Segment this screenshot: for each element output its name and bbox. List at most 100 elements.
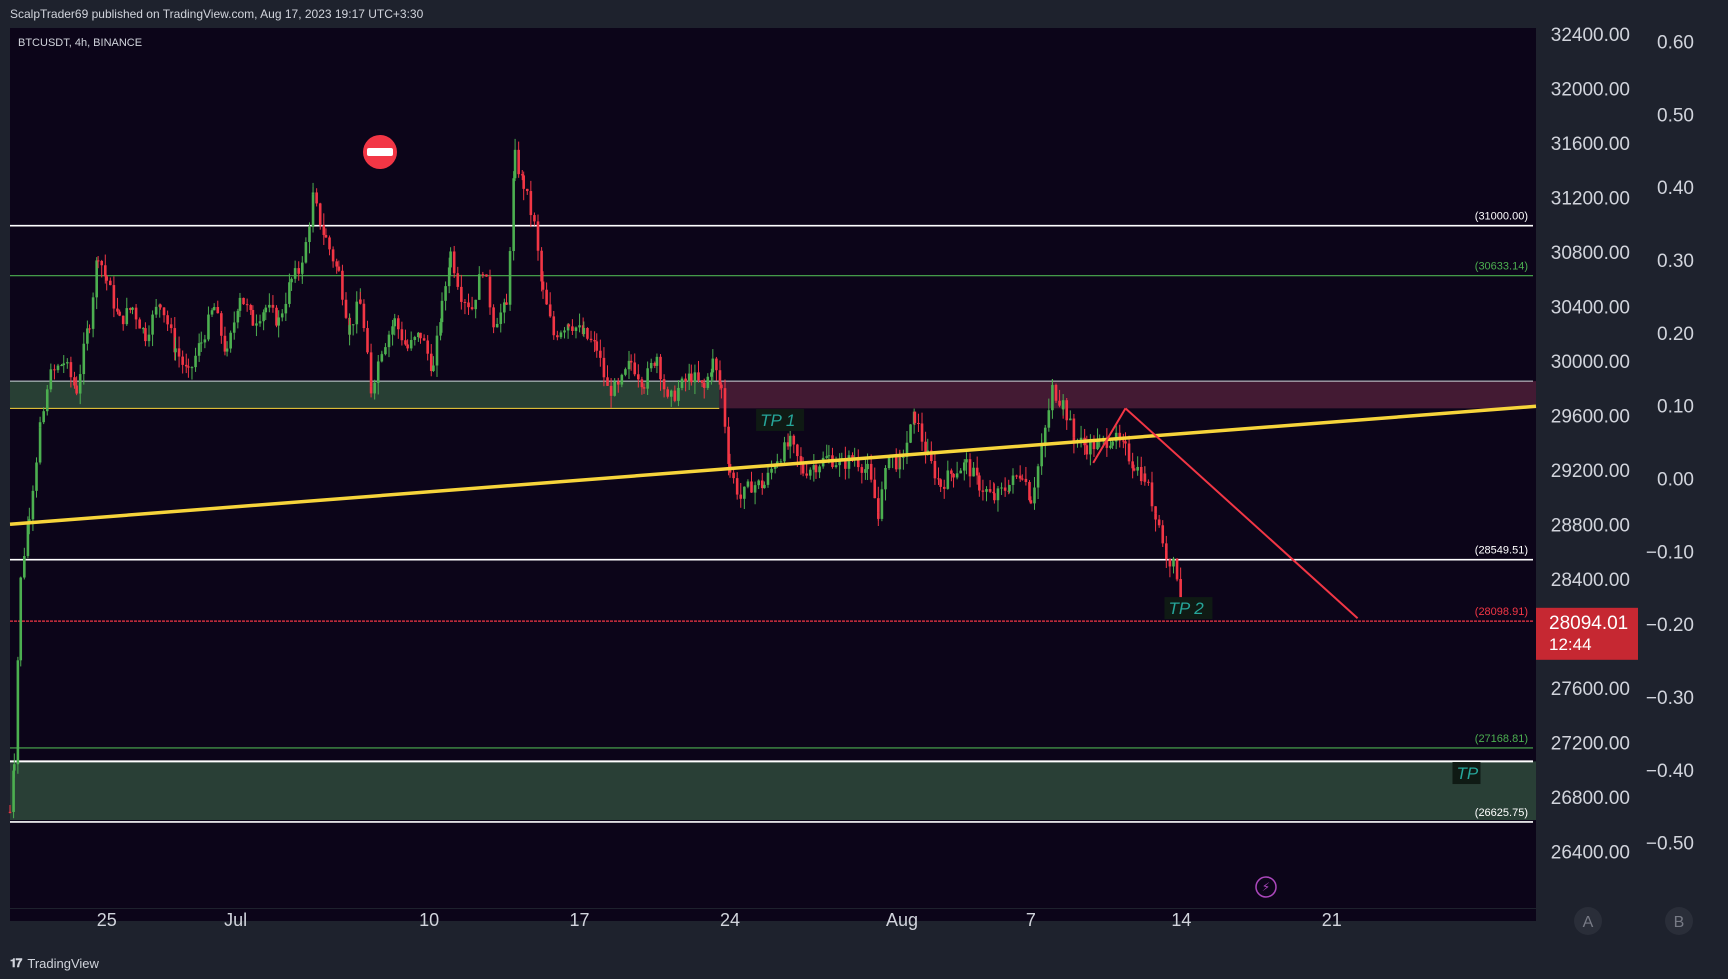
candle-body [477, 274, 481, 300]
candle-body [131, 307, 134, 310]
candle-body [467, 302, 470, 308]
candle-body [505, 302, 508, 305]
candle-body [629, 360, 633, 363]
candle-body [869, 463, 873, 480]
candle-body [525, 188, 529, 192]
candle-body [566, 324, 570, 331]
candle-body [308, 226, 311, 243]
candle-body [444, 286, 447, 301]
event-flag-icon[interactable] [363, 135, 397, 169]
scale-button-b[interactable] [1665, 907, 1693, 935]
candle-body [818, 466, 821, 473]
candle-body [275, 307, 278, 326]
price-tick-12: 27200.00 [1551, 734, 1630, 755]
candle-body [763, 484, 766, 489]
candle-body [162, 307, 166, 316]
candle-body [60, 365, 63, 367]
candle-body [1105, 437, 1109, 448]
candle-body [529, 191, 533, 216]
candle-body [851, 455, 854, 460]
candle-body [937, 478, 940, 480]
candle-body [866, 463, 869, 470]
candle-body [456, 273, 460, 287]
candle-body [939, 479, 942, 487]
candle-body [786, 442, 790, 447]
projection-line-1[interactable] [1124, 407, 1359, 620]
candle-body [540, 250, 543, 282]
candle-body [271, 304, 275, 308]
candle-body [301, 262, 304, 273]
candle-body [616, 381, 620, 385]
candle-body [351, 324, 355, 326]
candle-body [992, 491, 995, 494]
last-price-tag[interactable] [1536, 607, 1638, 660]
candle-body [655, 356, 659, 366]
date-tick-6: 7 [1026, 910, 1036, 930]
support-zone-upper[interactable] [10, 381, 720, 409]
candle-body [12, 764, 16, 771]
candle-body [419, 332, 422, 339]
candle-body [447, 267, 451, 287]
level-label-3: (28098.91) [1475, 606, 1528, 618]
candle-body [1122, 440, 1125, 442]
publish-header: ScalpTrader69 published on TradingView.c… [0, 0, 1728, 28]
candle-body [582, 328, 586, 335]
resistance-zone[interactable] [719, 381, 1536, 409]
lightning-icon-circle [1255, 876, 1277, 898]
candle-body [144, 328, 147, 342]
candle-body [197, 343, 201, 356]
tp-label-1[interactable]: TP 2 [1168, 599, 1204, 618]
candle-body [264, 307, 268, 313]
tradingview-logo-icon: 𝟏𝟕 [10, 956, 22, 970]
candle-body [277, 317, 280, 326]
candle-body [687, 373, 691, 382]
candle-body [649, 362, 653, 369]
candle-body [116, 308, 119, 312]
candle-body [400, 329, 404, 341]
candle-body [1069, 418, 1072, 421]
price-tick-13: 26800.00 [1551, 788, 1630, 809]
candle-body [933, 461, 937, 479]
projection-line-0[interactable] [1092, 407, 1127, 464]
candle-body [1024, 478, 1028, 483]
candle-body [620, 374, 624, 385]
footer-bar: 𝟏𝟕 TradingView [0, 950, 1728, 979]
level-label-4: (27168.81) [1475, 733, 1528, 745]
tp-label-bg-2 [1452, 762, 1481, 785]
candle-body [42, 411, 45, 423]
tp-label-0[interactable]: TP 1 [760, 411, 795, 430]
candle-body [95, 260, 98, 298]
candle-body [1040, 449, 1043, 467]
candle-body [210, 310, 214, 315]
candle-body [1011, 475, 1015, 485]
candle-body [355, 301, 359, 325]
candle-body [1092, 440, 1096, 450]
lightning-icon[interactable]: ⚡ [1255, 876, 1277, 898]
tradingview-brand[interactable]: 𝟏𝟕 TradingView [10, 956, 99, 971]
trendline[interactable] [9, 404, 1537, 526]
candle-body [16, 660, 20, 765]
candle-body [690, 373, 693, 383]
candle-body [147, 334, 151, 342]
candle-body [1175, 578, 1179, 580]
candle-body [258, 321, 262, 324]
brand-label: TradingView [27, 956, 99, 971]
candle-body [203, 339, 207, 343]
candle-body [753, 485, 757, 493]
candle-body [249, 305, 253, 310]
candle-body [1154, 513, 1157, 520]
candle-body [860, 467, 864, 473]
candle-body [1179, 579, 1182, 602]
candle-body [847, 455, 851, 469]
candle-body [134, 307, 138, 320]
candle-body [996, 488, 1000, 501]
scale-button-a[interactable] [1574, 907, 1602, 935]
target-zone[interactable] [10, 761, 1536, 821]
candle-body [362, 303, 366, 329]
tp-label-2[interactable]: TP [1456, 764, 1478, 783]
candle-body [397, 318, 400, 330]
price-tick-7: 29600.00 [1551, 407, 1630, 428]
lightning-icon-glyph: ⚡ [1262, 880, 1270, 894]
candle-body [1085, 445, 1089, 455]
